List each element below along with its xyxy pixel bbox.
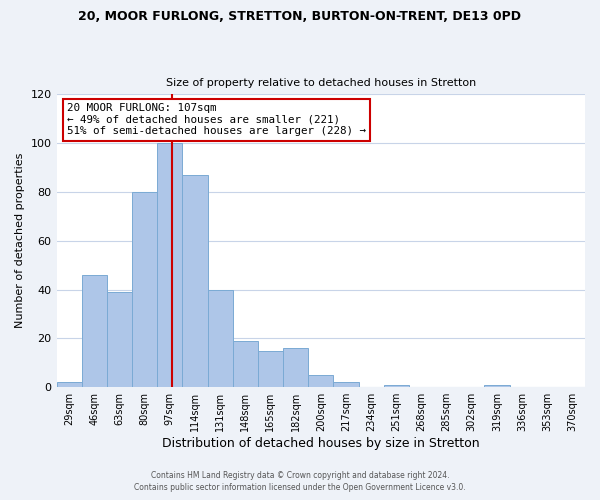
- Bar: [107, 292, 132, 387]
- Bar: [157, 143, 182, 387]
- Bar: [484, 385, 509, 387]
- Text: 20 MOOR FURLONG: 107sqm
← 49% of detached houses are smaller (221)
51% of semi-d: 20 MOOR FURLONG: 107sqm ← 49% of detache…: [67, 103, 366, 136]
- Bar: [334, 382, 359, 387]
- Bar: [82, 275, 107, 387]
- Title: Size of property relative to detached houses in Stretton: Size of property relative to detached ho…: [166, 78, 476, 88]
- Text: Contains HM Land Registry data © Crown copyright and database right 2024.
Contai: Contains HM Land Registry data © Crown c…: [134, 471, 466, 492]
- Text: 20, MOOR FURLONG, STRETTON, BURTON-ON-TRENT, DE13 0PD: 20, MOOR FURLONG, STRETTON, BURTON-ON-TR…: [79, 10, 521, 23]
- Bar: [208, 290, 233, 387]
- Bar: [182, 175, 208, 387]
- X-axis label: Distribution of detached houses by size in Stretton: Distribution of detached houses by size …: [162, 437, 479, 450]
- Bar: [56, 382, 82, 387]
- Bar: [308, 375, 334, 387]
- Bar: [283, 348, 308, 387]
- Y-axis label: Number of detached properties: Number of detached properties: [15, 153, 25, 328]
- Bar: [258, 350, 283, 387]
- Bar: [383, 385, 409, 387]
- Bar: [233, 341, 258, 387]
- Bar: [132, 192, 157, 387]
